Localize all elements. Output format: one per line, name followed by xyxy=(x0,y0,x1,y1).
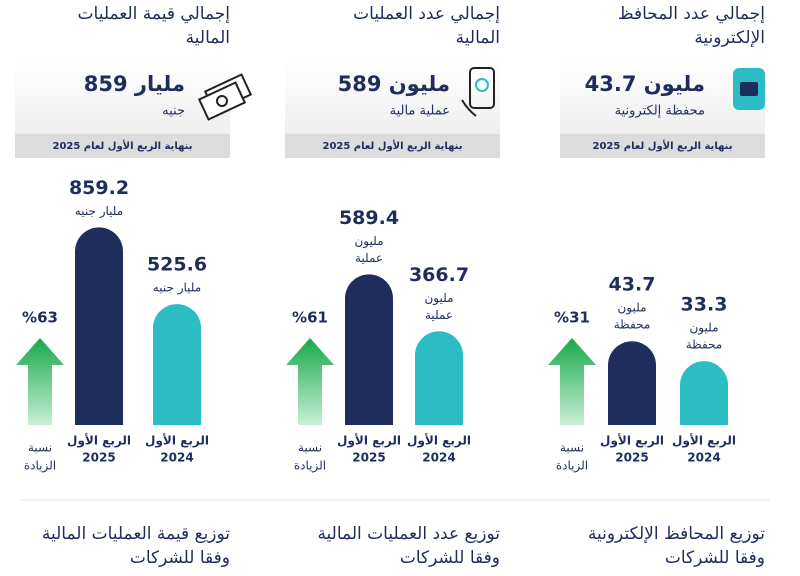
card-unit: جنيه xyxy=(162,104,185,119)
card-unit: عملية مالية xyxy=(390,104,450,119)
footer-title: وفقا للشركات xyxy=(400,548,500,568)
value-unit: مليون xyxy=(617,301,646,316)
wallet-icon xyxy=(733,68,765,110)
card-title: إجمالي قيمة العمليات xyxy=(78,4,230,24)
money-icon xyxy=(197,73,253,121)
footer-title: توزيع المحافظ الإلكترونية xyxy=(588,524,765,544)
card-figure: 859 مليار xyxy=(84,72,185,96)
increase-arrow xyxy=(16,338,64,425)
category-label: الربع الأول xyxy=(67,433,131,449)
increase-label: نسبة xyxy=(28,441,52,455)
card-figure: 43.7 مليون xyxy=(585,72,705,96)
bar xyxy=(680,361,728,425)
value-label: 366.7 xyxy=(409,264,469,286)
value-label: 43.7 xyxy=(609,274,656,296)
value-unit: محفظة xyxy=(686,338,723,352)
increase-label: نسبة xyxy=(298,441,322,455)
increase-value: %31 xyxy=(554,309,590,327)
value-unit: مليار جنيه xyxy=(75,204,123,219)
card-note: بنهاية الربع الأول لعام 2025 xyxy=(322,139,462,152)
bar xyxy=(345,274,393,425)
increase-label: الزيادة xyxy=(24,459,56,474)
increase-arrow xyxy=(286,338,334,425)
note-band xyxy=(15,134,230,158)
card-title: إجمالي عدد المحافظ xyxy=(618,4,765,24)
category-label: الربع الأول xyxy=(145,433,209,449)
card-unit: محفظة إلكترونية xyxy=(615,104,705,119)
category-label: الربع الأول xyxy=(672,433,736,449)
value-unit: مليون xyxy=(354,234,383,249)
value-label: 589.4 xyxy=(339,207,399,229)
category-label: الربع الأول xyxy=(600,433,664,449)
note-band xyxy=(285,134,500,158)
increase-label: الزيادة xyxy=(556,459,588,474)
value-unit: مليون xyxy=(424,291,453,306)
increase-label: نسبة xyxy=(560,441,584,455)
value-unit: مليار جنيه xyxy=(153,281,201,296)
category-label: الربع الأول xyxy=(337,433,401,449)
value-unit: عملية xyxy=(425,308,453,322)
bar xyxy=(75,227,123,425)
value-label: 33.3 xyxy=(681,294,728,316)
card-note: بنهاية الربع الأول لعام 2025 xyxy=(592,139,732,152)
increase-label: الزيادة xyxy=(294,459,326,474)
value-label: 859.2 xyxy=(69,177,129,199)
category-label: الربع الأول xyxy=(407,433,471,449)
bar xyxy=(415,331,463,425)
value-label: 525.6 xyxy=(147,254,207,276)
value-unit: عملية xyxy=(355,251,383,265)
card-title: إجمالي عدد العمليات xyxy=(353,4,500,24)
card-note: بنهاية الربع الأول لعام 2025 xyxy=(52,139,192,152)
value-unit: مليون xyxy=(689,321,718,336)
increase-value: %63 xyxy=(22,309,58,327)
category-label: 2024 xyxy=(422,451,455,465)
increase-value: %61 xyxy=(292,309,328,327)
card-title: الإلكترونية xyxy=(694,28,765,48)
card-title: المالية xyxy=(186,28,230,48)
note-band xyxy=(560,134,765,158)
increase-arrow xyxy=(548,338,596,425)
category-label: 2025 xyxy=(352,451,385,465)
phone-icon xyxy=(461,67,495,117)
category-label: 2024 xyxy=(687,451,720,465)
bar xyxy=(608,341,656,425)
footer-title: توزيع عدد العمليات المالية xyxy=(317,524,500,544)
footer-title: توزيع قيمة العمليات المالية xyxy=(42,524,230,544)
footer-title: وفقا للشركات xyxy=(665,548,765,568)
card-figure: 589 مليون xyxy=(338,72,450,96)
category-label: 2025 xyxy=(615,451,648,465)
category-label: 2024 xyxy=(160,451,193,465)
bar xyxy=(153,304,201,425)
category-label: 2025 xyxy=(82,451,115,465)
value-unit: محفظة xyxy=(614,318,651,332)
card-title: المالية xyxy=(456,28,500,48)
footer-title: وفقا للشركات xyxy=(130,548,230,568)
